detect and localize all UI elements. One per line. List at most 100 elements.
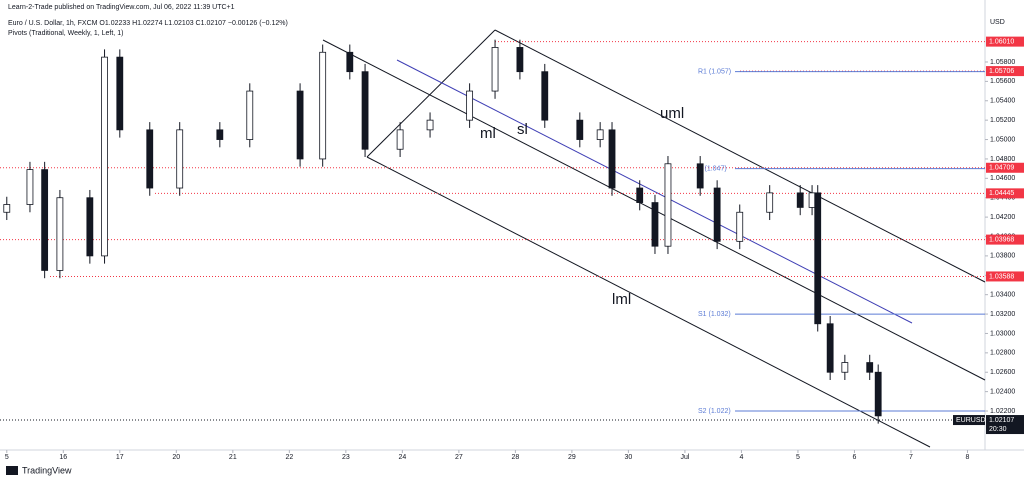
level-label: 1.04445 <box>989 190 1014 197</box>
candle <box>814 185 822 332</box>
candle <box>26 161 34 213</box>
level-label: 1.03968 <box>989 236 1014 243</box>
y-tick-label: 1.05800 <box>990 59 1015 66</box>
y-tick-label: 1.04200 <box>990 214 1015 221</box>
x-tick-label: 27 <box>455 454 463 461</box>
candle-body <box>696 163 704 189</box>
candle-body <box>596 129 604 140</box>
x-tick-label: Jul <box>680 454 689 461</box>
candle-body <box>796 192 804 208</box>
candle <box>396 122 404 157</box>
level-label-box <box>986 162 1024 173</box>
x-tick-label: 20 <box>172 454 180 461</box>
symbol-box <box>953 415 985 426</box>
symbol-label: EURUSD <box>956 417 986 424</box>
candle-body <box>41 169 49 271</box>
header: Learn-2-Trade published on TradingView.c… <box>8 4 235 11</box>
candle <box>361 63 369 157</box>
x-tick-label: 22 <box>285 454 293 461</box>
candle <box>86 189 94 264</box>
x-tick-label: 8 <box>966 454 970 461</box>
y-tick-label: 1.02600 <box>990 369 1015 376</box>
candle-body <box>713 187 721 242</box>
candle-body <box>766 192 774 213</box>
candle <box>319 44 327 167</box>
pivot-label: P (1.047) <box>698 165 727 172</box>
brand: TradingView <box>6 465 72 475</box>
x-tick-label: 21 <box>229 454 237 461</box>
candle-body <box>216 129 224 140</box>
candle-body <box>176 129 184 189</box>
x-tick-label: 28 <box>511 454 519 461</box>
candle <box>866 354 874 380</box>
y-tick-label: 1.02400 <box>990 388 1015 395</box>
chart-title: Euro / U.S. Dollar, 1h, FXCM O1.02233 H1… <box>8 20 288 27</box>
level-label-box <box>986 234 1024 245</box>
candle-body <box>3 204 11 213</box>
level-label-box <box>986 271 1024 282</box>
candle-body <box>576 119 584 140</box>
candle <box>736 204 744 250</box>
candle <box>41 161 49 279</box>
indicator-title: Pivots (Traditional, Weekly, 1, Left, 1) <box>8 30 123 37</box>
candle <box>466 83 474 128</box>
candle-body <box>651 202 659 247</box>
y-tick-label: 1.03000 <box>990 330 1015 337</box>
candle <box>766 185 774 221</box>
candle <box>101 49 108 264</box>
candle <box>296 83 304 167</box>
candle <box>696 156 704 196</box>
candle <box>56 189 64 279</box>
x-tick-label: 5 <box>5 454 9 461</box>
candle-body <box>808 192 816 208</box>
level-label: 1.05706 <box>989 68 1014 75</box>
candle-body <box>841 362 849 373</box>
x-tick-label: 29 <box>568 454 576 461</box>
x-tick-label: 30 <box>625 454 633 461</box>
candle-body <box>101 56 108 257</box>
candle-body <box>491 47 499 92</box>
candle <box>3 196 11 221</box>
candle <box>216 122 224 148</box>
level-label-box <box>986 36 1024 47</box>
candle-body <box>541 71 549 121</box>
candle-body <box>26 169 34 205</box>
candle-body <box>664 163 672 247</box>
candle-body <box>866 362 874 373</box>
candle-body <box>516 47 524 73</box>
last-price-label: 1.02107 <box>989 417 1014 424</box>
candle-body <box>814 192 822 325</box>
level-label-box <box>986 66 1024 77</box>
candle-body <box>86 197 94 257</box>
candle <box>841 354 849 380</box>
candle-body <box>56 197 64 271</box>
pivot-label: S2 (1.022) <box>698 408 731 415</box>
x-tick-label: 7 <box>909 454 913 461</box>
candle <box>874 364 882 424</box>
candle-body <box>636 187 644 203</box>
x-tick-label: 24 <box>398 454 406 461</box>
x-tick-label: 5 <box>796 454 800 461</box>
level-label: 1.03588 <box>989 273 1014 280</box>
candle <box>491 39 499 99</box>
candle <box>608 122 616 196</box>
brand-name: TradingView <box>22 465 72 475</box>
last-price-box <box>986 415 1024 435</box>
brand-logo <box>6 466 18 475</box>
candle <box>796 185 804 216</box>
candle-body <box>116 56 124 131</box>
y-tick-label: 1.03400 <box>990 292 1015 299</box>
y-tick-label: 1.02200 <box>990 408 1015 415</box>
candle-body <box>361 71 369 150</box>
y-tick-label: 1.05000 <box>990 136 1015 143</box>
pivot-label: S1 (1.032) <box>698 311 731 318</box>
sliding-line <box>396 59 913 324</box>
candle-body <box>826 323 834 373</box>
y-tick-label: 1.03800 <box>990 253 1015 260</box>
candle-body <box>146 129 154 189</box>
x-tick-label: 6 <box>853 454 857 461</box>
candle <box>576 112 584 148</box>
candle <box>346 44 354 80</box>
